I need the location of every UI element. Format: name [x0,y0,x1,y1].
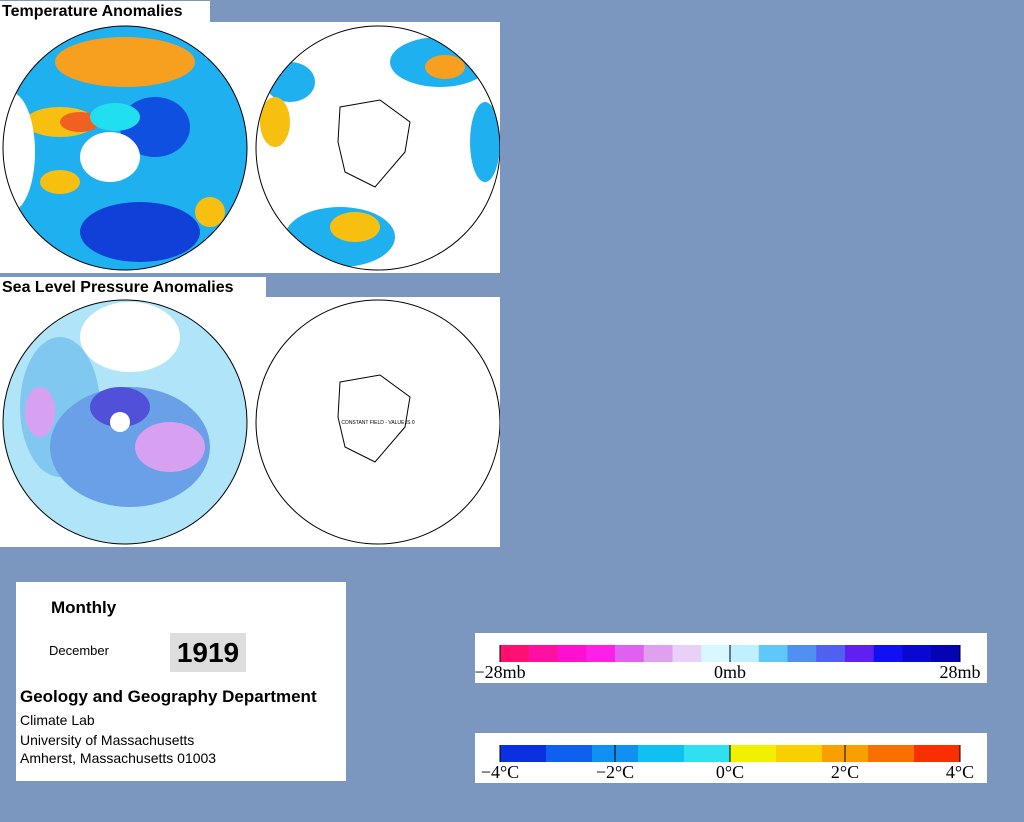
color-swatch [586,645,616,662]
colorbar-label: 0mb [714,662,746,682]
color-swatch [500,745,547,762]
color-swatch [638,745,685,762]
color-swatch [546,745,593,762]
colorbar-label: −4°C [481,762,519,782]
panel-title: Temperature Anomalies [0,1,210,22]
color-swatch [730,645,760,662]
color-swatch [528,645,558,662]
colorbar-label: 4°C [946,762,974,782]
year: 1919 [170,633,246,672]
address-line: Amherst, Massachusetts 01003 [20,750,217,766]
temperature-maps [0,22,500,273]
pressure-colorbar: −28mb 0mb 28mb [475,633,987,683]
color-swatch [672,645,702,662]
address-line: Climate Lab [20,712,95,728]
color-swatch [684,745,731,762]
color-swatch [845,645,875,662]
period: Monthly [51,598,117,617]
colorbar-label: −28mb [475,662,526,682]
color-swatch [787,645,817,662]
temperature-colorbar: −4°C −2°C 0°C 2°C 4°C [475,733,987,783]
color-swatch [730,745,777,762]
color-swatch [758,645,788,662]
color-swatch [868,745,915,762]
color-swatch [914,745,961,762]
map-note: CONSTANT FIELD - VALUE IS 0 [341,420,415,426]
address-line: University of Massachusetts [20,732,195,748]
color-swatch [615,645,645,662]
color-swatch [931,645,961,662]
color-swatch [557,645,587,662]
pressure-maps: CONSTANT FIELD - VALUE IS 0 [0,297,500,547]
month: December [49,643,109,658]
color-swatch [816,645,846,662]
colorbar-label: −2°C [596,762,634,782]
color-swatch [873,645,903,662]
color-swatch [776,745,823,762]
color-swatch [701,645,731,662]
department: Geology and Geography Department [20,687,317,706]
color-swatch [902,645,932,662]
colorbar-label: 28mb [939,662,980,682]
colorbar-label: 2°C [831,762,859,782]
colorbar-label: 0°C [716,762,744,782]
panel-title: Sea Level Pressure Anomalies [0,277,266,298]
color-swatch [643,645,673,662]
info-box: Monthly December 1919 Geology and Geogra… [16,582,346,781]
color-swatch [500,645,530,662]
